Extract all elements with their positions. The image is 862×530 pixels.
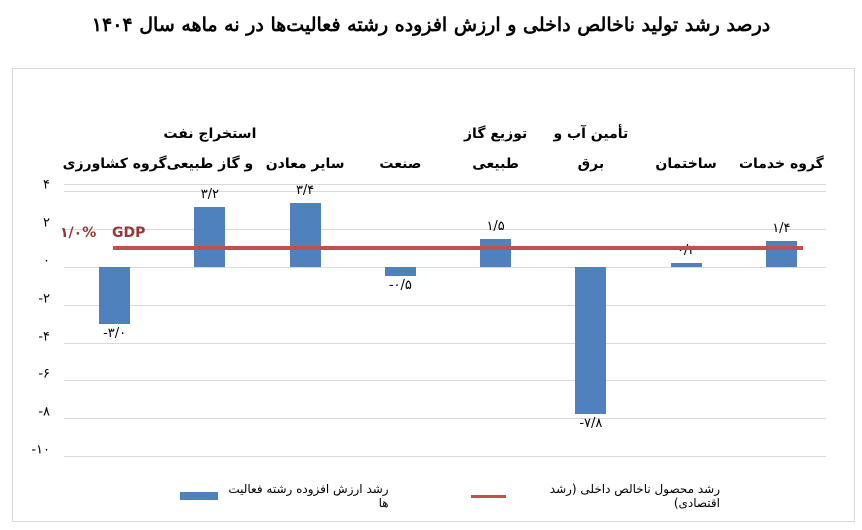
y-tick-label: -۸: [38, 404, 50, 420]
category-label: استخراج نفت و گاز طبیعی: [155, 119, 265, 179]
category-line1: [250, 119, 360, 149]
legend-bar-swatch: [180, 492, 219, 500]
gridline: [64, 229, 826, 231]
legend-item-gdp: رشد محصول ناخالص داخلی (رشد اقتصادی): [471, 482, 720, 510]
value-label: -۳/۰: [103, 325, 127, 341]
gridline: [64, 380, 826, 382]
value-label: ۳/۴: [295, 182, 315, 198]
legend-item-bars: رشد ارزش افزوده رشته فعالیت ها: [180, 482, 389, 510]
category-line2: ساختمان: [655, 156, 717, 172]
category-line1: استخراج نفت: [163, 126, 257, 142]
y-tick-label: -۲: [38, 291, 50, 307]
bar-2: [289, 202, 321, 267]
bar-1: [194, 206, 226, 267]
gdp-label-pct: ۱/۰%: [60, 225, 97, 242]
bar-0: [99, 267, 131, 324]
gridline: [64, 456, 826, 457]
category-label: توزیع گاز طبیعی: [441, 119, 551, 179]
value-label: -۰/۵: [388, 278, 412, 294]
gridline: [64, 418, 826, 420]
category-label: تأمین آب و برق: [536, 119, 646, 179]
chart-title: درصد رشد تولید ناخالص داخلی و ارزش افزود…: [91, 14, 771, 36]
bar-5: [575, 267, 607, 415]
y-tick-label: -۴: [38, 329, 50, 345]
y-tick-label: ۲: [43, 215, 50, 231]
gridline: [64, 191, 826, 193]
legend: رشد محصول ناخالص داخلی (رشد اقتصادی) رشد…: [180, 482, 720, 510]
gridline-top: [64, 184, 826, 185]
category-line1: [631, 119, 741, 149]
category-label: صنعت: [345, 119, 455, 179]
y-tick-label: ۴: [43, 177, 50, 193]
gridline: [64, 304, 826, 306]
category-line2: سایر معادن: [265, 156, 345, 172]
category-label: ساختمان: [631, 119, 741, 179]
legend-line-swatch: [471, 494, 506, 498]
category-line1: تأمین آب و: [553, 126, 629, 142]
category-line2: برق: [577, 156, 605, 172]
value-label: -۷/۸: [579, 416, 603, 432]
gdp-label-text: GDP: [112, 225, 146, 242]
gridline: [64, 267, 826, 268]
y-tick-label: -۶: [38, 366, 50, 382]
bar-3: [384, 267, 416, 277]
legend-gdp-label: رشد محصول ناخالص داخلی (رشد اقتصادی): [549, 482, 720, 510]
bar-6: [670, 263, 702, 267]
bar-4: [480, 238, 512, 267]
y-tick-label: ۰: [43, 253, 50, 269]
category-line2: گروه خدمات: [738, 156, 824, 172]
legend-bars-label: رشد ارزش افزوده رشته فعالیت ها: [228, 482, 389, 510]
gridline: [64, 342, 826, 344]
y-tick-label: -۱۰: [31, 442, 50, 458]
gdp-line: [113, 246, 803, 251]
category-line2: و گاز طبیعی: [166, 156, 254, 172]
value-label: ۱/۵: [486, 218, 505, 234]
chart-frame: [12, 68, 855, 522]
category-line2: طبیعی: [472, 156, 519, 172]
category-line1: [726, 119, 836, 149]
category-line1: [345, 119, 455, 149]
category-label: سایر معادن: [250, 119, 360, 179]
category-line2: صنعت: [379, 156, 422, 172]
category-label: گروه کشاورزی: [60, 119, 170, 179]
value-label: ۱/۴: [772, 220, 791, 236]
category-line1: [60, 119, 170, 149]
category-line2: گروه کشاورزی: [62, 156, 167, 172]
bar-7: [765, 240, 797, 267]
category-label: گروه خدمات: [726, 119, 836, 179]
category-line1: توزیع گاز: [464, 126, 528, 142]
value-label: ۳/۲: [200, 186, 220, 202]
